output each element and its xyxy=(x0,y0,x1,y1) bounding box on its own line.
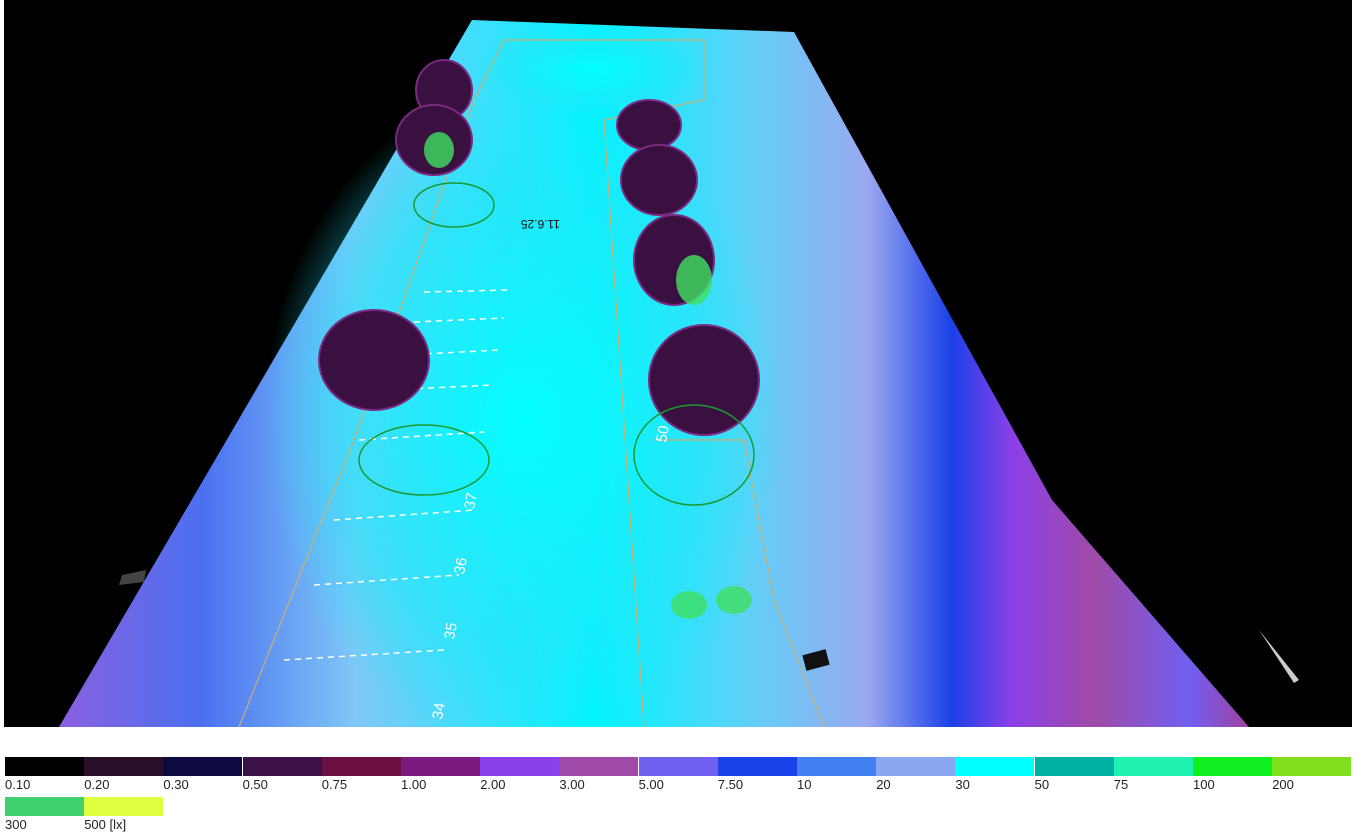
legend-swatch xyxy=(955,757,1034,776)
legend-entry: 500 [lx] xyxy=(84,797,163,832)
legend-swatch xyxy=(480,757,559,776)
rendering: 34 35 36 37 50 11.6.25 xyxy=(4,0,1352,727)
legend-label: 3.00 xyxy=(559,777,638,792)
legend-entry: 0.10 xyxy=(5,757,84,792)
legend-swatch xyxy=(243,757,322,776)
legend-entry: 3.00 xyxy=(559,757,638,792)
legend-entry: 200 xyxy=(1272,757,1351,792)
legend-swatch xyxy=(639,757,718,776)
legend-entry: 0.75 xyxy=(322,757,401,792)
legend-entry: 20 xyxy=(876,757,955,792)
legend-label: 1.00 xyxy=(401,777,480,792)
legend-label: 75 xyxy=(1114,777,1193,792)
space-number: 36 xyxy=(451,556,471,575)
legend-label: 10 xyxy=(797,777,876,792)
legend-label: 500 [lx] xyxy=(84,817,163,832)
legend-swatch xyxy=(163,757,242,776)
legend-swatch xyxy=(1035,757,1114,776)
mirrored-label: 11.6.25 xyxy=(521,217,560,231)
legend-entry: 2.00 xyxy=(480,757,559,792)
legend-label: 7.50 xyxy=(718,777,797,792)
legend-swatch xyxy=(5,757,84,776)
legend-swatch xyxy=(718,757,797,776)
body: {"scene": {"labels": ["34", "35", "36", … xyxy=(0,0,1362,837)
legend-swatch xyxy=(1272,757,1351,776)
legend-label: 20 xyxy=(876,777,955,792)
legend-entry: 75 xyxy=(1114,757,1193,792)
legend-entry: 1.00 xyxy=(401,757,480,792)
bright-area xyxy=(474,25,714,115)
space-number: 37 xyxy=(461,491,481,510)
legend-swatch xyxy=(84,757,163,776)
legend-label: 0.75 xyxy=(322,777,401,792)
legend-entry: 0.30 xyxy=(163,757,242,792)
legend-entry: 300 xyxy=(5,797,84,832)
space-number: 34 xyxy=(429,701,449,720)
legend-entry: 30 xyxy=(955,757,1034,792)
page: Illuminance rendering html, body { margi… xyxy=(0,0,1362,837)
legend-label: 0.50 xyxy=(243,777,322,792)
space-number: 50 xyxy=(653,424,673,443)
legend-label: 0.20 xyxy=(84,777,163,792)
legend-label: 200 xyxy=(1272,777,1351,792)
legend-entry: 10 xyxy=(797,757,876,792)
legend-label: 300 xyxy=(5,817,84,832)
legend-entry: 7.50 xyxy=(718,757,797,792)
legend-label: 2.00 xyxy=(480,777,559,792)
legend-swatch xyxy=(5,797,84,816)
legend-swatch xyxy=(84,797,163,816)
legend-label: 0.30 xyxy=(163,777,242,792)
legend-label: 0.10 xyxy=(5,777,84,792)
legend-label: 5.00 xyxy=(639,777,718,792)
space-number: 35 xyxy=(441,621,461,640)
legend-swatch xyxy=(797,757,876,776)
legend-swatch xyxy=(559,757,638,776)
legend-label: 50 xyxy=(1035,777,1114,792)
legend-label: 30 xyxy=(955,777,1034,792)
legend-swatch xyxy=(876,757,955,776)
legend-entry: 50 xyxy=(1035,757,1114,792)
legend-swatch xyxy=(1114,757,1193,776)
legend-entry: 0.50 xyxy=(243,757,322,792)
legend-swatch xyxy=(401,757,480,776)
legend-swatch xyxy=(1193,757,1272,776)
legend-entry: 5.00 xyxy=(639,757,718,792)
legend-swatch xyxy=(322,757,401,776)
legend-label: 100 xyxy=(1193,777,1272,792)
legend-entry: 100 xyxy=(1193,757,1272,792)
legend-entry: 0.20 xyxy=(84,757,163,792)
